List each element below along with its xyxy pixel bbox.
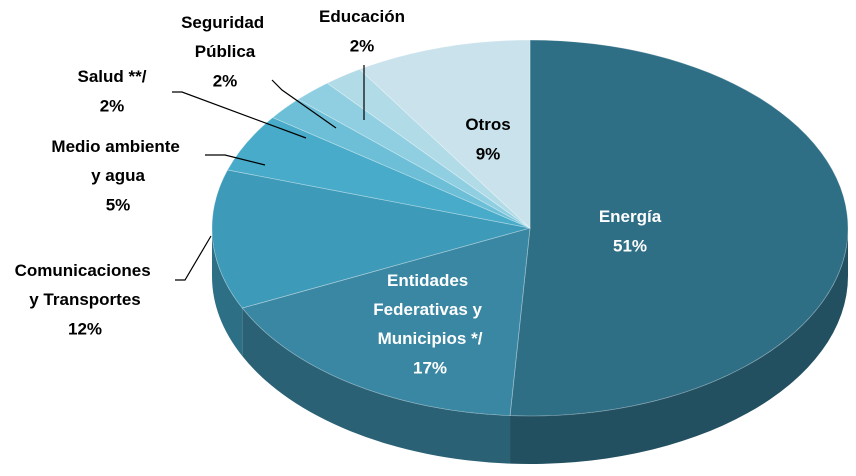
- pie-slice: [326, 68, 531, 229]
- pie-tops: [211, 39, 849, 417]
- leader-line: [172, 91, 307, 139]
- pie-slice: [241, 227, 531, 417]
- category-label: Seguridad Pública: [181, 13, 269, 61]
- category-label: Otros: [465, 115, 510, 134]
- labels: Energía 51% Entidades Federativas y Munici…: [15, 7, 662, 377]
- pie-slice: [358, 39, 531, 229]
- category-label: Energía: [599, 207, 662, 226]
- leader-line: [205, 154, 266, 166]
- pie-side: [242, 308, 511, 464]
- category-label: Comunicaciones y Transportes: [15, 261, 156, 309]
- pie-side: [510, 228, 848, 464]
- pie-slice: [509, 39, 849, 417]
- value-label: 5%: [106, 195, 131, 214]
- category-label: Salud **/: [78, 67, 147, 86]
- value-label: 17%: [413, 358, 447, 377]
- pie-slice: [211, 169, 531, 309]
- value-label: 9%: [476, 144, 501, 163]
- pie-side: [212, 228, 243, 357]
- value-label: 51%: [613, 236, 647, 255]
- pie-sides: [212, 228, 848, 464]
- pie-slice: [297, 82, 531, 229]
- value-label: 2%: [100, 96, 125, 115]
- pie-slice: [271, 98, 531, 229]
- pie-slice: [226, 117, 531, 229]
- leader-line: [271, 79, 337, 129]
- leader-lines: [172, 65, 365, 281]
- value-label: 2%: [213, 71, 238, 90]
- category-label: Medio ambiente y agua: [51, 137, 184, 185]
- value-label: 12%: [68, 319, 102, 338]
- leader-line: [175, 235, 212, 281]
- category-label: Educación: [319, 7, 405, 26]
- category-label: Entidades Federativas y Municipios */: [373, 271, 486, 348]
- value-label: 2%: [350, 36, 375, 55]
